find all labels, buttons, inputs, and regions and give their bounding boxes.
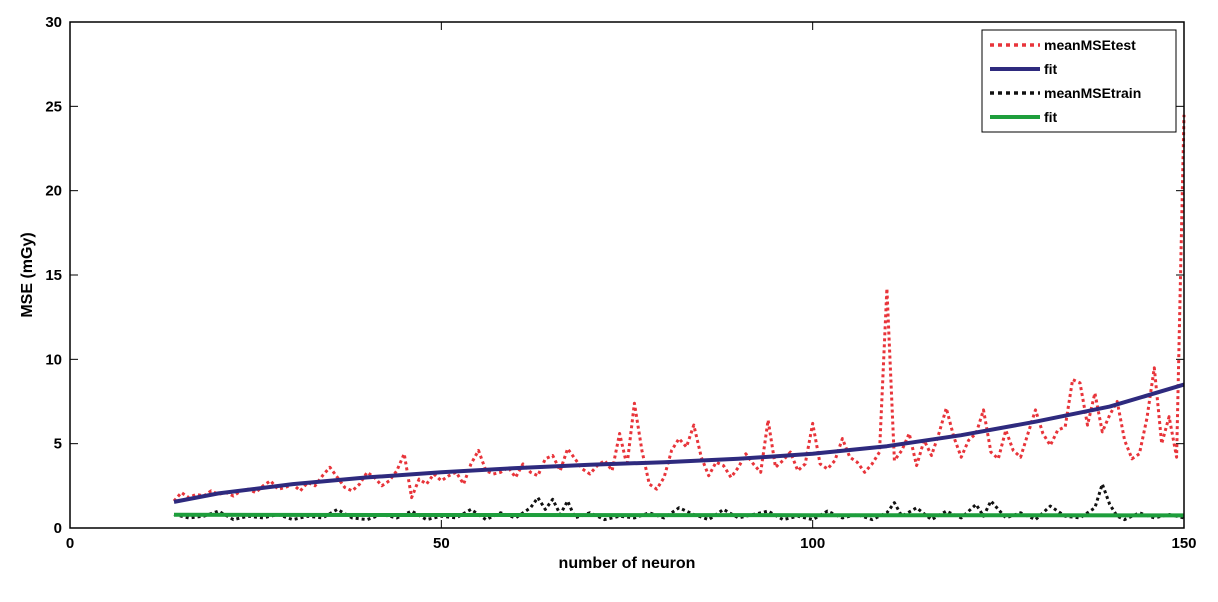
y-tick-label: 5 xyxy=(54,436,62,453)
x-tick-label: 100 xyxy=(800,535,825,552)
legend-label-4: fit xyxy=(1044,109,1058,125)
x-tick-label: 50 xyxy=(433,535,450,552)
y-tick-label: 30 xyxy=(45,14,62,31)
y-tick-label: 10 xyxy=(45,351,62,368)
series-line-4-fit xyxy=(173,512,1185,518)
legend-label-1: meanMSEtest xyxy=(1044,37,1136,53)
y-tick-label: 15 xyxy=(45,267,62,284)
y-tick-label: 25 xyxy=(45,98,62,115)
y-tick-label: 20 xyxy=(45,183,62,200)
legend-label-2: fit xyxy=(1044,61,1058,77)
legend-label-3: meanMSEtrain xyxy=(1044,85,1141,101)
y-tick-label: 0 xyxy=(54,520,62,537)
x-tick-label: 150 xyxy=(1171,535,1196,552)
ticks-layer: 0 50 100 150 0 5 10 15 20 25 30 xyxy=(45,14,1196,552)
series-line-2-fit xyxy=(173,382,1185,504)
legend: meanMSEtest fit meanMSEtrain fit xyxy=(981,29,1177,133)
series-layer xyxy=(172,114,1186,522)
x-axis-label: number of neuron xyxy=(559,555,696,572)
x-tick-label: 0 xyxy=(66,535,74,552)
y-axis-label: MSE (mGy) xyxy=(19,232,36,317)
